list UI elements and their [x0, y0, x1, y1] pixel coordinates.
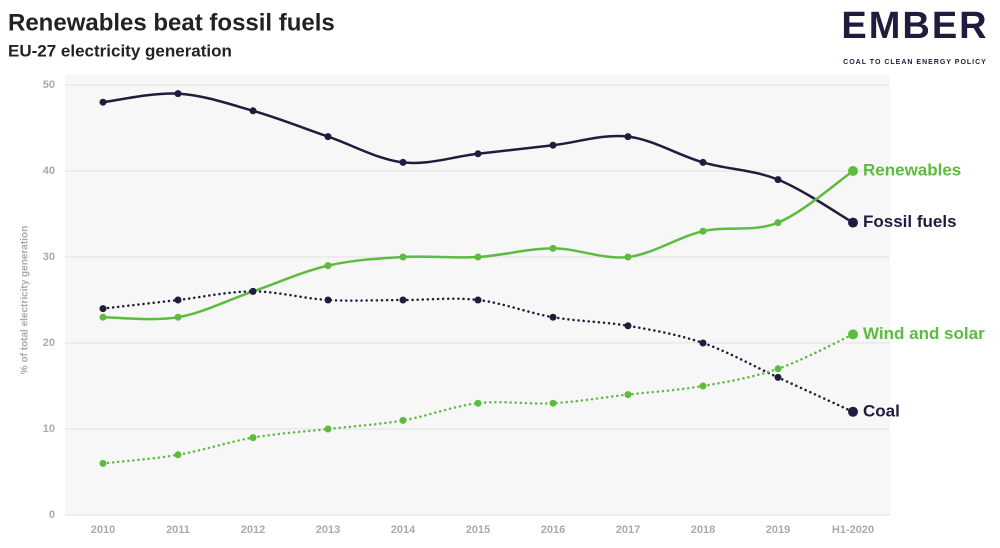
point: [848, 329, 858, 340]
point: [174, 296, 182, 304]
point: [174, 313, 182, 321]
point: [324, 425, 332, 433]
y-tick-label: 20: [43, 337, 55, 349]
point: [399, 253, 407, 261]
logo: EMBER: [841, 5, 988, 47]
series-label: Renewables: [863, 160, 961, 179]
point: [624, 133, 632, 141]
y-axis-label: % of total electricity generation: [20, 226, 31, 374]
point: [99, 313, 107, 321]
point: [848, 406, 858, 417]
point: [774, 176, 782, 184]
point: [249, 107, 257, 115]
point: [699, 227, 707, 235]
y-tick-label: 30: [43, 251, 55, 263]
point: [474, 150, 482, 158]
x-tick-label: 2015: [466, 524, 490, 536]
point: [474, 296, 482, 304]
x-tick-label: 2017: [616, 524, 640, 536]
x-tick-label: 2018: [691, 524, 715, 536]
point: [624, 253, 632, 261]
x-tick-label: 2012: [241, 524, 265, 536]
series-label: Fossil fuels: [863, 212, 957, 231]
point: [174, 90, 182, 98]
point: [699, 339, 707, 347]
x-tick-label: 2010: [91, 524, 115, 536]
y-tick-label: 10: [43, 423, 55, 435]
series-label: Wind and solar: [863, 324, 985, 343]
plot-area: [65, 75, 890, 515]
x-tick-label: H1-2020: [832, 524, 874, 536]
x-tick-label: 2016: [541, 524, 565, 536]
logo-tagline: COAL TO CLEAN ENERGY POLICY: [843, 59, 987, 66]
point: [249, 287, 257, 295]
point: [549, 244, 557, 252]
point: [99, 98, 107, 106]
point: [99, 305, 107, 313]
y-tick-label: 0: [49, 509, 55, 521]
point: [174, 451, 182, 459]
point: [249, 434, 257, 442]
x-tick-label: 2011: [166, 524, 190, 536]
y-tick-label: 50: [43, 79, 55, 91]
point: [324, 133, 332, 141]
chart-title: Renewables beat fossil fuels: [8, 9, 335, 36]
point: [848, 166, 858, 176]
point: [399, 296, 407, 304]
point: [774, 373, 782, 381]
point: [474, 399, 482, 407]
point: [774, 219, 782, 227]
point: [624, 391, 632, 399]
point: [399, 158, 407, 166]
point: [474, 253, 482, 261]
point: [624, 322, 632, 330]
point: [848, 217, 858, 228]
point: [549, 141, 557, 149]
series-label: Coal: [863, 401, 900, 420]
y-tick-label: 40: [43, 165, 55, 177]
point: [699, 382, 707, 390]
point: [324, 262, 332, 270]
point: [324, 296, 332, 304]
point: [549, 313, 557, 321]
point: [699, 158, 707, 166]
x-tick-label: 2014: [391, 524, 416, 536]
chart-subtitle: EU-27 electricity generation: [8, 41, 232, 60]
x-tick-label: 2019: [766, 524, 790, 536]
x-tick-label: 2013: [316, 524, 340, 536]
point: [99, 459, 107, 467]
point: [549, 399, 557, 407]
point: [399, 416, 407, 424]
point: [774, 365, 782, 373]
